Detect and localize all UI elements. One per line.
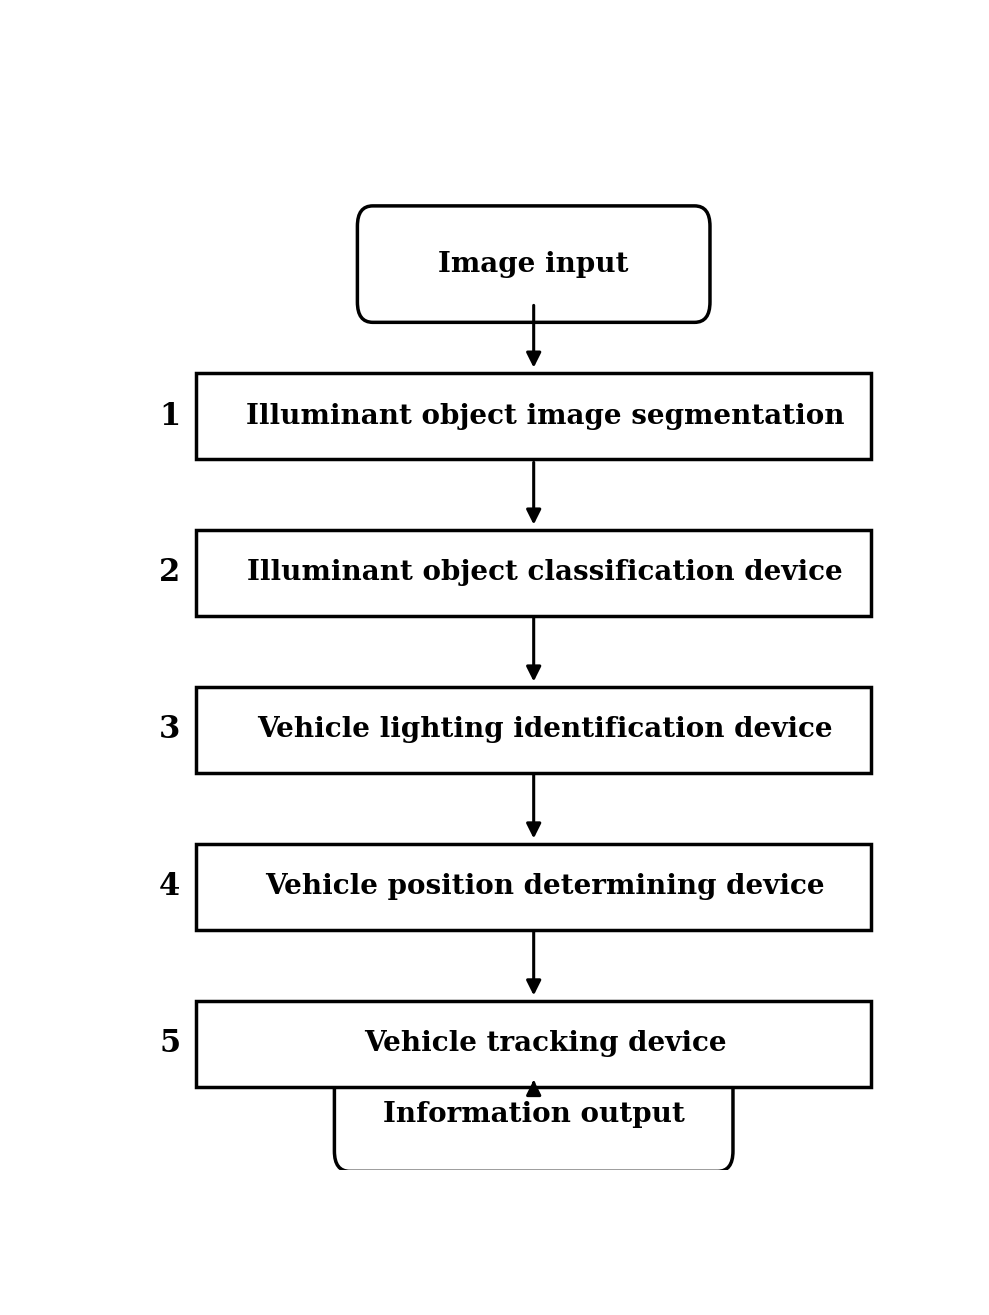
Bar — [197, 530, 871, 615]
Text: 1: 1 — [159, 401, 180, 431]
Bar — [197, 686, 871, 773]
Text: Illuminant object image segmentation: Illuminant object image segmentation — [246, 402, 845, 430]
FancyBboxPatch shape — [357, 206, 710, 322]
Text: 3: 3 — [159, 714, 180, 746]
Text: Illuminant object classification device: Illuminant object classification device — [247, 559, 843, 586]
Text: 2: 2 — [159, 558, 180, 588]
Bar — [197, 844, 871, 930]
Text: Information output: Information output — [383, 1101, 684, 1128]
Text: Vehicle position determining device: Vehicle position determining device — [265, 873, 825, 901]
Text: 4: 4 — [159, 872, 180, 902]
Bar — [197, 373, 871, 459]
Text: Vehicle tracking device: Vehicle tracking device — [364, 1030, 727, 1057]
Text: Vehicle lighting identification device: Vehicle lighting identification device — [257, 717, 833, 743]
Bar — [197, 1001, 871, 1086]
Text: 5: 5 — [159, 1028, 180, 1060]
FancyBboxPatch shape — [334, 1059, 733, 1172]
Text: Image input: Image input — [438, 251, 629, 277]
